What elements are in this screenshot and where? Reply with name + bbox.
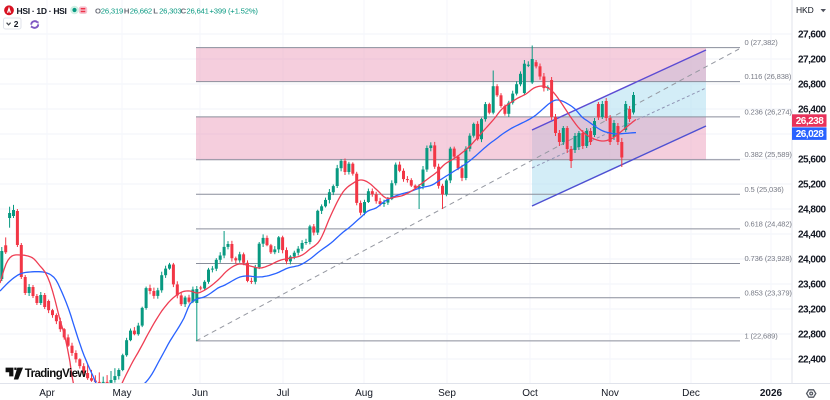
svg-text:27,600: 27,600 — [798, 30, 827, 41]
svg-text:0.236 (26,274): 0.236 (26,274) — [745, 107, 793, 116]
svg-text:22,800: 22,800 — [798, 330, 827, 341]
svg-text:22,400: 22,400 — [798, 355, 827, 366]
svg-text:2: 2 — [14, 19, 19, 29]
svg-text:26,400: 26,400 — [798, 105, 827, 116]
svg-text:26,028: 26,028 — [796, 129, 825, 140]
svg-text:25,600: 25,600 — [798, 155, 827, 166]
svg-text:HSI · 1D · HSI: HSI · 1D · HSI — [17, 6, 67, 16]
svg-text:0.5 (25,036): 0.5 (25,036) — [745, 185, 785, 194]
svg-text:1 (22,689): 1 (22,689) — [745, 331, 779, 340]
svg-text:2026: 2026 — [760, 388, 783, 399]
svg-text:0 (27,382): 0 (27,382) — [745, 38, 779, 47]
svg-text:Sep: Sep — [438, 388, 456, 399]
svg-text:0.116 (26,838): 0.116 (26,838) — [745, 72, 792, 81]
svg-text:0.618 (24,482): 0.618 (24,482) — [745, 219, 793, 228]
svg-text:May: May — [113, 388, 132, 399]
svg-text:0.853 (23,379): 0.853 (23,379) — [745, 288, 793, 297]
svg-text:HKD: HKD — [796, 5, 814, 15]
svg-text:Nov: Nov — [601, 388, 619, 399]
svg-text:24,800: 24,800 — [798, 205, 827, 216]
svg-text:Oct: Oct — [522, 388, 538, 399]
svg-text:26,800: 26,800 — [798, 80, 827, 91]
svg-text:23,600: 23,600 — [798, 280, 827, 291]
svg-text:TradingView: TradingView — [25, 368, 87, 380]
svg-text:25,200: 25,200 — [798, 180, 827, 191]
svg-text:Aug: Aug — [355, 388, 373, 399]
svg-text:Apr: Apr — [39, 388, 55, 399]
svg-text:27,200: 27,200 — [798, 55, 827, 66]
svg-text:Jul: Jul — [277, 388, 290, 399]
svg-text:O26,319H26,662L26,303C26,641+3: O26,319H26,662L26,303C26,641+399 (+1.52%… — [95, 6, 258, 15]
svg-text:Jun: Jun — [192, 388, 208, 399]
svg-text:24,000: 24,000 — [798, 255, 827, 266]
svg-text:Dec: Dec — [682, 388, 700, 399]
svg-text:24,400: 24,400 — [798, 230, 827, 241]
svg-text:26,238: 26,238 — [796, 116, 825, 127]
svg-text:0.382 (25,589): 0.382 (25,589) — [745, 150, 793, 159]
svg-text:0.736 (23,928): 0.736 (23,928) — [745, 254, 793, 263]
svg-text:23,200: 23,200 — [798, 305, 827, 316]
